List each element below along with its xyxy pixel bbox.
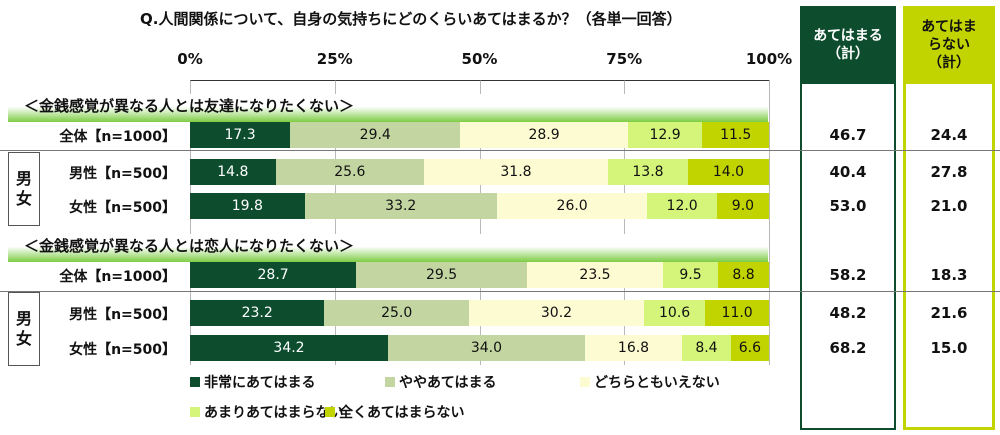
- legend-swatch: [190, 407, 200, 417]
- section-title: ＜金銭感覚が異なる人とは友達になりたくない＞: [8, 94, 768, 122]
- bar-segment-1: 17.3: [190, 122, 291, 148]
- bar-segment-4: 10.6: [643, 300, 706, 326]
- bar-segment-5: 6.6: [730, 335, 769, 361]
- bar-segment-4: 12.9: [627, 122, 703, 148]
- x-tick-label: 100%: [745, 50, 793, 68]
- chart-title: Q.人間関係について、自身の気持ちにどのくらいあてはまるか？（各単一回答）: [140, 10, 682, 28]
- legend-label: 非常にあてはまる: [204, 375, 316, 391]
- legend-item: ややあてはまる: [385, 372, 496, 392]
- x-tick-label: 25%: [316, 50, 353, 68]
- bar-segment-5: 9.0: [716, 193, 769, 219]
- gridline: [190, 80, 191, 365]
- not-apply-total-header-text: あてはまらない（計）: [921, 19, 977, 71]
- not-apply-total-value: 15.0: [930, 339, 968, 357]
- not-apply-total-value: 24.4: [930, 126, 968, 144]
- bar-segment-1: 14.8: [190, 159, 276, 185]
- bar-segment-1: 28.7: [190, 262, 357, 288]
- row-label: 男性【n=500】: [69, 166, 176, 182]
- row-separator: [0, 150, 1000, 151]
- legend-item: あまりあてはまらない: [190, 402, 343, 422]
- gridline: [334, 80, 336, 365]
- row-label: 女性【n=500】: [69, 342, 176, 358]
- bar-segment-2: 33.2: [304, 193, 497, 219]
- legend-label: 全くあてはまらない: [339, 405, 465, 421]
- apply-total-value: 48.2: [829, 304, 867, 322]
- bar-segment-5: 11.0: [705, 300, 769, 326]
- bar-segment-5: 11.5: [702, 122, 769, 148]
- bar-segment-5: 8.8: [718, 262, 769, 288]
- bar-segment-2: 25.0: [324, 300, 470, 326]
- apply-total-value: 53.0: [829, 197, 867, 215]
- bar-segment-4: 12.0: [647, 193, 717, 219]
- legend-swatch: [325, 407, 335, 417]
- row-separator: [0, 291, 1000, 292]
- not-apply-total-value: 21.0: [930, 197, 968, 215]
- legend-item: どちらともいえない: [580, 372, 720, 392]
- group-label-box: 男女: [8, 152, 40, 226]
- bar-segment-1: 19.8: [190, 193, 305, 219]
- legend-swatch: [580, 377, 590, 387]
- row-label: 全体【n=1000】: [59, 129, 176, 145]
- bar-segment-2: 34.0: [388, 335, 585, 361]
- gridline: [769, 80, 770, 365]
- row-label: 全体【n=1000】: [59, 269, 176, 285]
- legend-item: 非常にあてはまる: [190, 372, 315, 392]
- row-label: 女性【n=500】: [69, 200, 176, 216]
- not-apply-total-value: 18.3: [930, 266, 968, 284]
- apply-total-header-text: あてはまる（計）: [813, 28, 883, 62]
- section-title: ＜金銭感覚が異なる人とは恋人になりたくない＞: [8, 234, 768, 262]
- not-apply-total-header: あてはまらない（計）: [903, 6, 995, 84]
- legend-swatch: [385, 377, 395, 387]
- bar-segment-3: 28.9: [460, 122, 628, 148]
- not-apply-total-value: 27.8: [930, 163, 968, 181]
- legend-label: どちらともいえない: [594, 375, 720, 391]
- row-label: 男性【n=500】: [69, 307, 176, 323]
- not-apply-total-value: 21.6: [930, 304, 968, 322]
- legend-label: あまりあてはまらない: [204, 405, 344, 421]
- bar-segment-4: 9.5: [663, 262, 719, 288]
- bar-segment-4: 13.8: [608, 159, 688, 185]
- gridline: [479, 80, 481, 365]
- group-label-box: 男女: [8, 292, 40, 366]
- apply-total-value: 68.2: [829, 339, 867, 357]
- x-tick-label: 75%: [606, 50, 643, 68]
- bar-segment-5: 14.0: [687, 159, 769, 185]
- legend-label: ややあてはまる: [399, 375, 497, 391]
- apply-total-value: 40.4: [829, 163, 867, 181]
- x-tick-label: 50%: [461, 50, 498, 68]
- x-tick-label: 0%: [177, 50, 203, 68]
- bar-segment-3: 30.2: [469, 300, 644, 326]
- bar-segment-3: 23.5: [526, 262, 664, 288]
- bar-segment-3: 31.8: [423, 159, 609, 185]
- bar-segment-2: 29.5: [356, 262, 527, 288]
- bar-segment-1: 23.2: [190, 300, 325, 326]
- apply-total-value: 58.2: [829, 266, 867, 284]
- legend-swatch: [190, 377, 200, 387]
- bar-segment-1: 34.2: [190, 335, 389, 361]
- bar-segment-3: 16.8: [584, 335, 683, 361]
- bar-segment-2: 29.4: [290, 122, 461, 148]
- bar-segment-2: 25.6: [275, 159, 424, 185]
- bar-segment-4: 8.4: [682, 335, 731, 361]
- bar-segment-3: 26.0: [496, 193, 648, 219]
- apply-total-value: 46.7: [829, 126, 867, 144]
- legend-item: 全くあてはまらない: [325, 402, 464, 422]
- gridline: [624, 80, 626, 365]
- apply-total-header: あてはまる（計）: [800, 6, 896, 84]
